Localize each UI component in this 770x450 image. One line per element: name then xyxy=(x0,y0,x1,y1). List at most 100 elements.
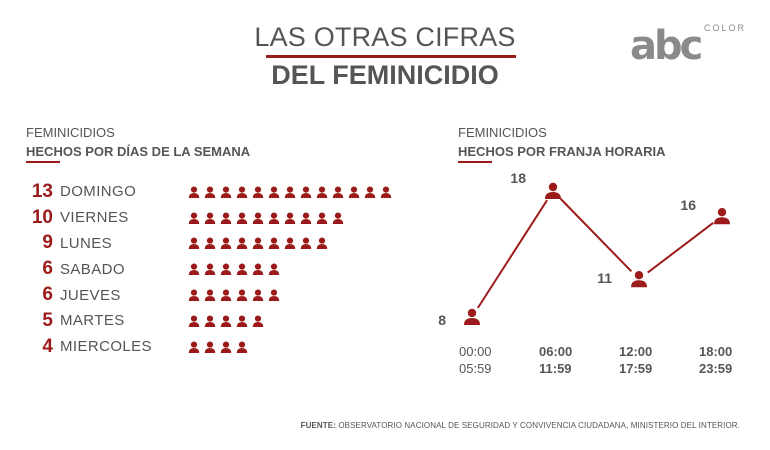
weekday-count: 5 xyxy=(42,309,53,331)
weekday-label: MIERCOLES xyxy=(60,338,152,356)
weekday-label: DOMINGO xyxy=(60,183,137,201)
person-icon xyxy=(268,237,280,250)
person-icon xyxy=(236,315,248,327)
person-icon xyxy=(348,186,360,198)
weekday-row: 9 LUNES xyxy=(26,231,426,257)
person-icon xyxy=(236,341,248,353)
person-icon xyxy=(252,212,264,224)
person-icon xyxy=(188,315,200,327)
person-marker-icon xyxy=(461,306,483,328)
time-label-end-0: 05:59 xyxy=(459,361,492,376)
person-icon xyxy=(188,212,200,224)
person-icon xyxy=(204,315,216,327)
person-icon xyxy=(284,237,296,250)
time-slot-line-chart: 8 18 11 16 xyxy=(438,170,733,328)
weekday-row: 6 JUEVES xyxy=(26,282,426,308)
person-icon xyxy=(332,212,344,224)
time-slot-value-label: 18 xyxy=(510,170,526,186)
time-label-end-3: 23:59 xyxy=(699,361,733,376)
person-icon xyxy=(188,237,200,250)
time-label-start-3: 18:00 xyxy=(699,344,733,359)
person-icon xyxy=(220,289,232,302)
person-icon xyxy=(268,263,280,276)
person-icon xyxy=(204,237,216,250)
person-icon xyxy=(188,289,200,302)
person-icon xyxy=(252,315,264,327)
person-icon xyxy=(204,289,216,302)
person-icon xyxy=(188,263,200,276)
time-slot-value-label: 16 xyxy=(680,197,696,213)
page-title-line1: LAS OTRAS CIFRAS xyxy=(254,22,516,52)
person-icon xyxy=(252,186,264,198)
person-icon xyxy=(284,186,296,198)
weekday-count: 10 xyxy=(31,206,53,228)
person-icon xyxy=(300,237,312,250)
person-icon-group xyxy=(188,263,280,276)
person-icon xyxy=(252,289,264,302)
person-icon xyxy=(236,212,248,224)
weekday-label: LUNES xyxy=(60,234,113,252)
person-icon-group xyxy=(188,237,328,250)
weekday-count: 6 xyxy=(42,258,53,280)
person-icon xyxy=(220,263,232,276)
right-section-underline xyxy=(458,161,492,163)
person-icon xyxy=(220,237,232,250)
weekday-row: 5 MARTES xyxy=(26,308,426,334)
person-icon xyxy=(268,289,280,302)
person-icon xyxy=(316,237,328,250)
weekday-count: 6 xyxy=(42,284,53,306)
time-slot-series-line xyxy=(471,189,723,318)
weekday-label: JUEVES xyxy=(60,286,121,304)
time-label-end-2: 17:59 xyxy=(619,361,653,376)
title-divider xyxy=(266,55,516,58)
time-label-start-2: 12:00 xyxy=(619,344,653,359)
person-icon xyxy=(204,341,216,353)
person-icon xyxy=(380,186,392,198)
person-icon xyxy=(236,186,248,198)
person-icon xyxy=(332,186,344,198)
person-icon xyxy=(204,186,216,198)
logo-sub-text: COLOR xyxy=(704,23,747,33)
person-icon xyxy=(220,341,232,353)
weekday-row: 13 DOMINGO xyxy=(26,179,426,205)
person-icon xyxy=(252,263,264,276)
weekday-row: 4 MIERCOLES xyxy=(26,334,426,360)
person-icon xyxy=(268,212,280,224)
weekday-label: VIERNES xyxy=(60,209,129,227)
weekday-count: 9 xyxy=(42,232,53,254)
page-title-line2: DEL FEMINICIDIO xyxy=(271,60,499,90)
time-slot-value-label: 11 xyxy=(597,270,612,286)
person-icon xyxy=(300,212,312,224)
weekday-row: 10 VIERNES xyxy=(26,205,426,231)
abc-color-logo: abc COLOR xyxy=(630,22,744,70)
time-label-end-1: 11:59 xyxy=(539,361,572,376)
person-icon-group xyxy=(188,289,280,302)
time-label-start-0: 00:00 xyxy=(459,344,492,359)
person-icon xyxy=(300,186,312,198)
weekday-label: SABADO xyxy=(60,260,125,278)
person-marker-icon xyxy=(711,205,733,228)
person-marker-icon xyxy=(542,180,564,202)
left-section-subtitle: HECHOS POR DÍAS DE LA SEMANA xyxy=(26,144,251,159)
person-icon xyxy=(188,186,200,198)
logo-main-text: abc xyxy=(630,23,703,69)
weekday-count: 4 xyxy=(42,335,53,357)
weekday-pictograph-chart: 13 DOMINGO 10 VIERNES 9 LUNES 6 SABADO 6 JUEVES 5 M… xyxy=(26,179,426,360)
weekday-row: 6 SABADO xyxy=(26,256,426,282)
person-icon xyxy=(284,212,296,224)
left-section-underline xyxy=(26,161,60,163)
time-label-start-1: 06:00 xyxy=(539,344,573,359)
time-slot-value-label: 8 xyxy=(438,312,446,328)
weekday-count: 13 xyxy=(31,180,53,202)
person-icon xyxy=(220,212,232,224)
person-icon xyxy=(316,186,328,198)
person-icon xyxy=(204,212,216,224)
person-icon-group xyxy=(188,315,264,327)
person-icon xyxy=(236,237,248,250)
person-icon-group xyxy=(188,212,344,224)
person-icon xyxy=(236,289,248,302)
person-icon xyxy=(220,186,232,198)
person-icon xyxy=(316,212,328,224)
person-icon-group xyxy=(188,341,248,353)
source-label: FUENTE: xyxy=(300,421,336,430)
